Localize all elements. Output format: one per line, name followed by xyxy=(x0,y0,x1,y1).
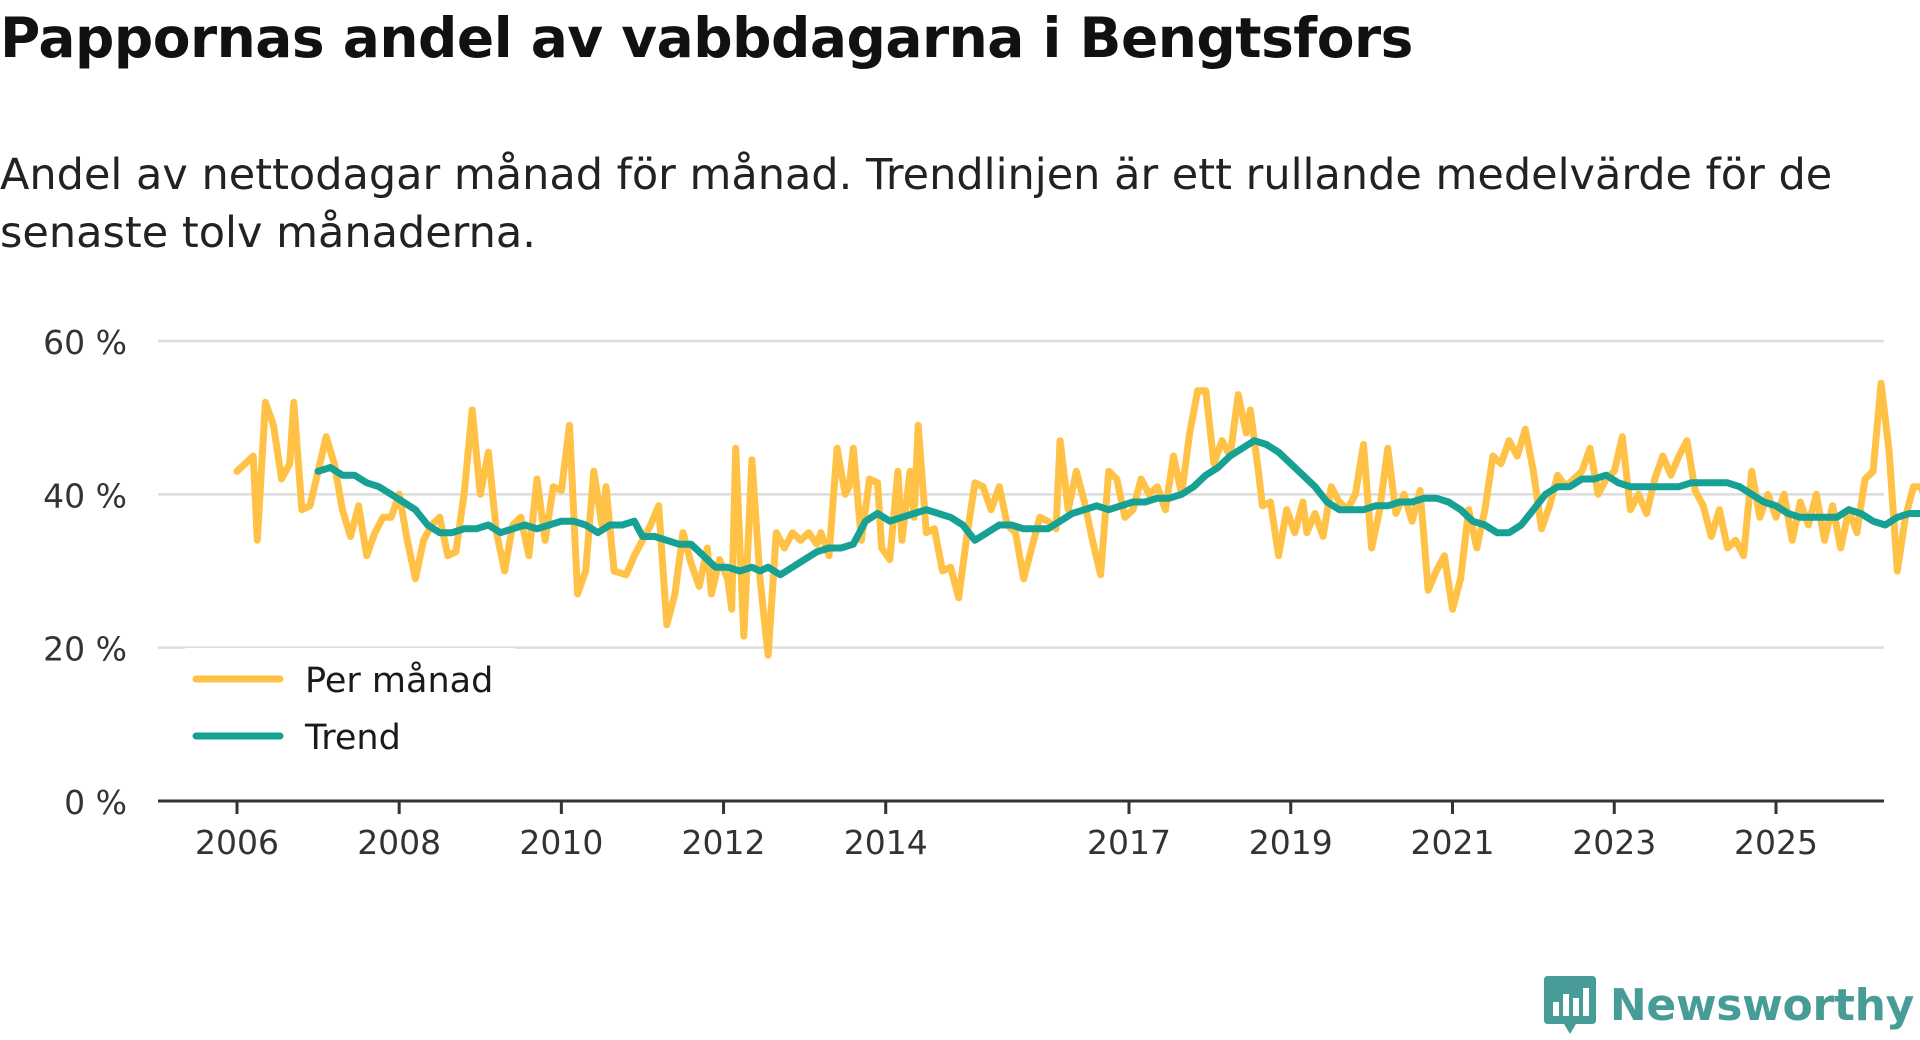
x-tick-label: 2012 xyxy=(682,823,766,862)
y-tick-label: 40 % xyxy=(43,476,127,515)
chart-bars-icon xyxy=(1543,976,1596,1034)
series-line-trend xyxy=(314,437,1920,579)
x-tick-label: 2017 xyxy=(1087,823,1171,862)
x-tick-label: 2019 xyxy=(1249,823,1333,862)
x-tick-label: 2010 xyxy=(519,823,603,862)
x-tick-label: 2014 xyxy=(844,823,928,862)
x-tick-label: 2023 xyxy=(1572,823,1656,862)
y-tick-label: 20 % xyxy=(43,630,127,669)
brand-name: Newsworthy xyxy=(1609,979,1914,1031)
y-tick-label: 0 % xyxy=(64,783,127,822)
chart-title: Pappornas andel av vabbdagarna i Bengtsf… xyxy=(0,6,1413,70)
x-tick-label: 2008 xyxy=(357,823,441,862)
x-tick-label: 2021 xyxy=(1411,823,1495,862)
x-tick-label: 2006 xyxy=(195,823,279,862)
x-tick-label: 2025 xyxy=(1734,823,1818,862)
chart-subtitle: Andel av nettodagar månad för månad. Tre… xyxy=(0,150,1833,258)
legend-label-monthly: Per månad xyxy=(305,660,493,701)
brand-logo[interactable]: Newsworthy xyxy=(1543,976,1914,1034)
y-tick-label: 60 % xyxy=(43,323,127,362)
legend-label-trend: Trend xyxy=(304,718,401,758)
legend-box xyxy=(185,648,515,773)
series-line-monthly xyxy=(233,379,1920,659)
